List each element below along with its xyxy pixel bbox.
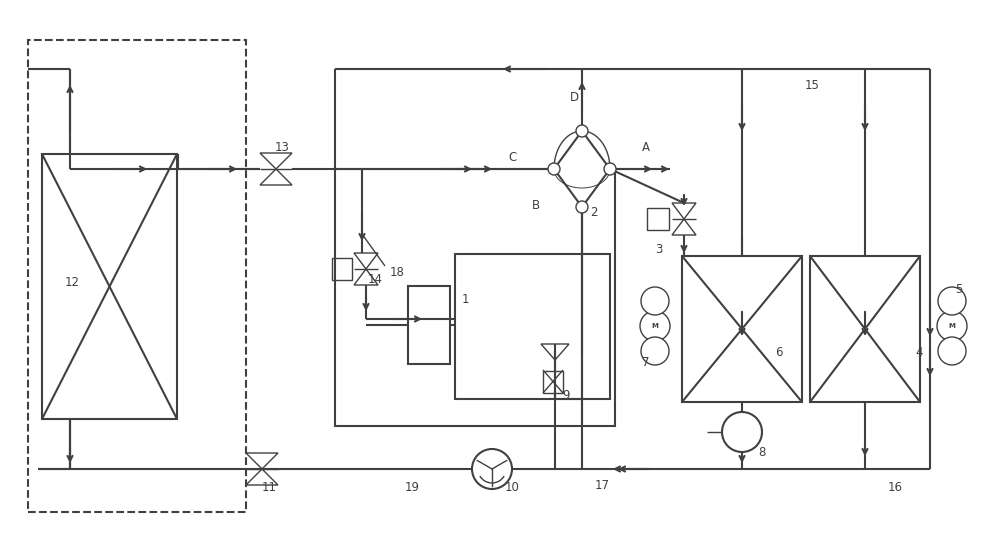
Polygon shape xyxy=(554,131,610,207)
Bar xyxy=(335,169,615,426)
Text: D: D xyxy=(570,91,579,104)
Bar xyxy=(647,208,669,230)
Text: 6: 6 xyxy=(775,346,782,359)
Text: 5: 5 xyxy=(955,283,962,296)
Circle shape xyxy=(938,337,966,365)
Bar xyxy=(810,256,920,402)
Text: M: M xyxy=(652,323,658,329)
Bar xyxy=(682,256,802,402)
Text: 2: 2 xyxy=(590,206,598,219)
Circle shape xyxy=(472,449,512,489)
Circle shape xyxy=(576,125,588,137)
Bar xyxy=(455,254,610,399)
Text: 8: 8 xyxy=(758,446,765,459)
Circle shape xyxy=(641,287,669,315)
Bar xyxy=(332,258,352,280)
Circle shape xyxy=(640,311,670,341)
Circle shape xyxy=(722,412,762,452)
Text: B: B xyxy=(532,199,540,212)
Text: 19: 19 xyxy=(405,481,420,494)
Circle shape xyxy=(576,201,588,213)
Text: 11: 11 xyxy=(262,481,277,494)
Text: 9: 9 xyxy=(562,389,570,402)
Bar xyxy=(543,371,563,393)
Text: C: C xyxy=(508,151,516,164)
Text: 17: 17 xyxy=(595,479,610,492)
Text: 14: 14 xyxy=(368,273,383,286)
Bar xyxy=(408,286,450,364)
Circle shape xyxy=(641,337,669,365)
Circle shape xyxy=(937,311,967,341)
Circle shape xyxy=(604,163,616,175)
Text: 16: 16 xyxy=(888,481,903,494)
Text: 4: 4 xyxy=(915,346,922,359)
Text: 1: 1 xyxy=(462,293,470,306)
Text: 18: 18 xyxy=(390,266,405,279)
Circle shape xyxy=(548,163,560,175)
Text: A: A xyxy=(642,141,650,154)
Text: 13: 13 xyxy=(275,141,290,154)
Text: 7: 7 xyxy=(642,356,650,369)
Text: 3: 3 xyxy=(655,243,662,256)
Bar xyxy=(42,154,177,419)
Text: 15: 15 xyxy=(805,79,820,92)
Text: M: M xyxy=(949,323,955,329)
Circle shape xyxy=(938,287,966,315)
Text: 10: 10 xyxy=(505,481,520,494)
Text: 12: 12 xyxy=(65,276,80,289)
Bar xyxy=(28,40,246,512)
